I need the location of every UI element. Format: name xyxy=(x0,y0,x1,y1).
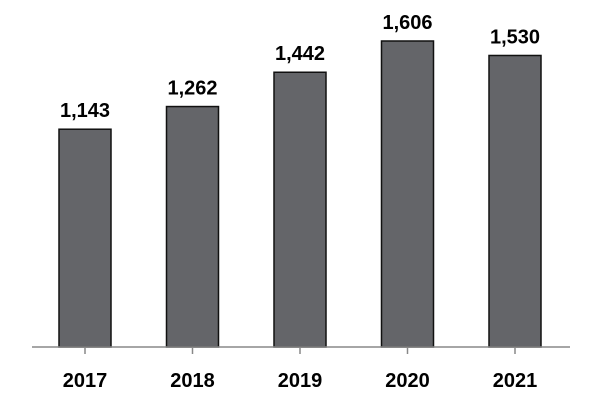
data-label-2018: 1,262 xyxy=(167,78,217,100)
data-labels-group: 1,143 1,262 1,442 1,606 1,530 xyxy=(60,12,540,122)
x-axis-tick-labels-group: 2017 2018 2019 2020 2021 xyxy=(63,370,538,392)
x-tick-label-2019: 2019 xyxy=(278,370,323,392)
data-label-2020: 1,606 xyxy=(382,12,432,34)
x-tick-label-2021: 2021 xyxy=(493,370,538,392)
bars-group xyxy=(58,40,542,348)
data-label-2021: 1,530 xyxy=(490,26,540,48)
bar-2018 xyxy=(165,105,220,348)
bar-2020 xyxy=(380,40,435,348)
bar-2017 xyxy=(58,128,112,348)
x-tick-label-2020: 2020 xyxy=(385,370,430,392)
data-label-2017: 1,143 xyxy=(60,100,110,122)
x-tick-label-2017: 2017 xyxy=(63,370,108,392)
bar-2019 xyxy=(273,71,327,348)
x-axis-ticks-group xyxy=(84,347,516,354)
x-tick-label-2018: 2018 xyxy=(170,370,215,392)
bar-2021 xyxy=(488,54,542,348)
data-label-2019: 1,442 xyxy=(275,43,325,65)
